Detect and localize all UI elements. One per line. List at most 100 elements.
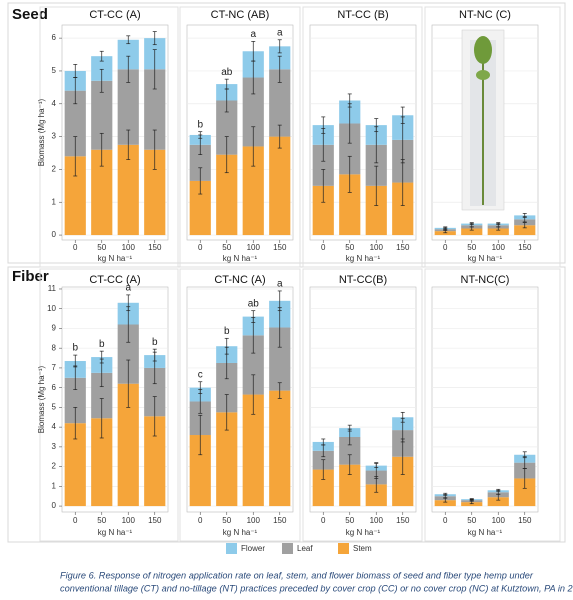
x-axis-label: kg N ha⁻¹ [468, 254, 503, 263]
significance-letter: a [277, 279, 283, 290]
error-bar [73, 64, 78, 78]
error-bar [126, 35, 131, 45]
bar-segment [144, 149, 166, 236]
y-axis-label: Biomass (Mg ha⁻¹) [37, 98, 46, 166]
error-bar [374, 165, 379, 206]
bar-segment [339, 437, 361, 465]
y-tick-label: 5 [52, 403, 57, 412]
y-tick-label: 1 [52, 481, 57, 490]
error-bar [126, 294, 131, 312]
panel-title: NT-CC(B) [339, 274, 387, 286]
x-tick-label: 0 [198, 516, 203, 525]
x-tick-label: 50 [345, 243, 354, 252]
x-tick-label: 100 [492, 516, 506, 525]
error-bar [251, 310, 256, 323]
significance-letter: b [72, 343, 78, 354]
error-bar [99, 50, 104, 62]
panel [302, 268, 423, 542]
panel [179, 268, 301, 542]
error-bar [126, 359, 131, 408]
legend-swatch [226, 543, 237, 554]
error-bar [277, 382, 282, 399]
error-bar [152, 31, 157, 46]
significance-letter: b [197, 119, 203, 130]
error-bar [522, 213, 527, 218]
error-bar [522, 222, 527, 229]
error-bar [99, 132, 104, 167]
bar-segment [216, 154, 238, 236]
bar-segment [216, 100, 238, 155]
bar-segment [269, 390, 291, 507]
bar-segment [91, 149, 113, 236]
panel-title: NT-CC (B) [337, 9, 388, 21]
significance-letter: b [99, 339, 105, 350]
bar-segment [312, 469, 334, 507]
x-tick-label: 150 [518, 243, 532, 252]
legend-swatch [338, 543, 349, 554]
error-bar [152, 348, 157, 362]
bar-segment [514, 478, 536, 507]
y-tick-label: 2 [52, 462, 57, 471]
error-bar [321, 169, 326, 203]
error-bar [251, 374, 256, 415]
error-bar [99, 398, 104, 439]
x-tick-label: 150 [148, 516, 162, 525]
error-bar [443, 497, 448, 503]
error-bar [374, 463, 379, 468]
legend-swatch [282, 543, 293, 554]
bar-segment [365, 185, 387, 236]
plant-photo [461, 29, 505, 211]
significance-letter: ab [248, 298, 260, 309]
significance-letter: b [152, 337, 158, 348]
bar-segment [242, 335, 264, 395]
bar-segment [216, 362, 238, 413]
bar-segment [242, 77, 264, 147]
y-tick-label: 8 [52, 343, 57, 352]
error-bar [347, 155, 352, 193]
y-tick-label: 3 [52, 132, 57, 141]
bar-segment [339, 174, 361, 236]
row-title: Seed [12, 6, 48, 23]
y-tick-label: 0 [52, 501, 57, 510]
y-tick-label: 4 [52, 99, 57, 108]
bar-segment [339, 123, 361, 175]
error-bar [198, 381, 203, 394]
error-bar [347, 454, 352, 475]
error-bar [321, 438, 326, 446]
error-bar [198, 414, 203, 456]
y-tick-label: 7 [52, 363, 57, 372]
error-bar [73, 354, 78, 368]
panel-title: CT-NC (AB) [211, 9, 270, 21]
x-tick-label: 50 [222, 516, 231, 525]
panel [39, 6, 179, 268]
bar-segment [365, 484, 387, 507]
x-tick-label: 100 [122, 243, 136, 252]
bar-segment [117, 69, 139, 145]
bar-segment [461, 502, 483, 507]
error-bar [400, 411, 405, 423]
error-bar [126, 55, 131, 83]
bar-segment [91, 80, 113, 150]
x-tick-label: 150 [148, 243, 162, 252]
bar-segment [117, 144, 139, 236]
y-tick-label: 10 [47, 304, 56, 313]
error-bar [400, 106, 405, 124]
error-bar [126, 129, 131, 160]
bar-segment [269, 327, 291, 391]
x-tick-label: 100 [247, 243, 261, 252]
bar-segment [312, 185, 334, 236]
x-tick-label: 50 [97, 516, 106, 525]
x-tick-label: 150 [273, 516, 287, 525]
error-bar [496, 488, 501, 492]
x-tick-label: 50 [222, 243, 231, 252]
bar-segment [91, 56, 113, 81]
bar-segment [117, 324, 139, 384]
error-bar [224, 337, 229, 355]
significance-letter: c [198, 369, 203, 380]
y-axis-label: Biomass (Mg ha⁻¹) [37, 365, 46, 433]
bar-segment [64, 156, 86, 236]
caption: conventional tillage (CT) and no-tillage… [60, 583, 573, 593]
x-tick-label: 0 [73, 243, 78, 252]
x-tick-label: 100 [122, 516, 136, 525]
